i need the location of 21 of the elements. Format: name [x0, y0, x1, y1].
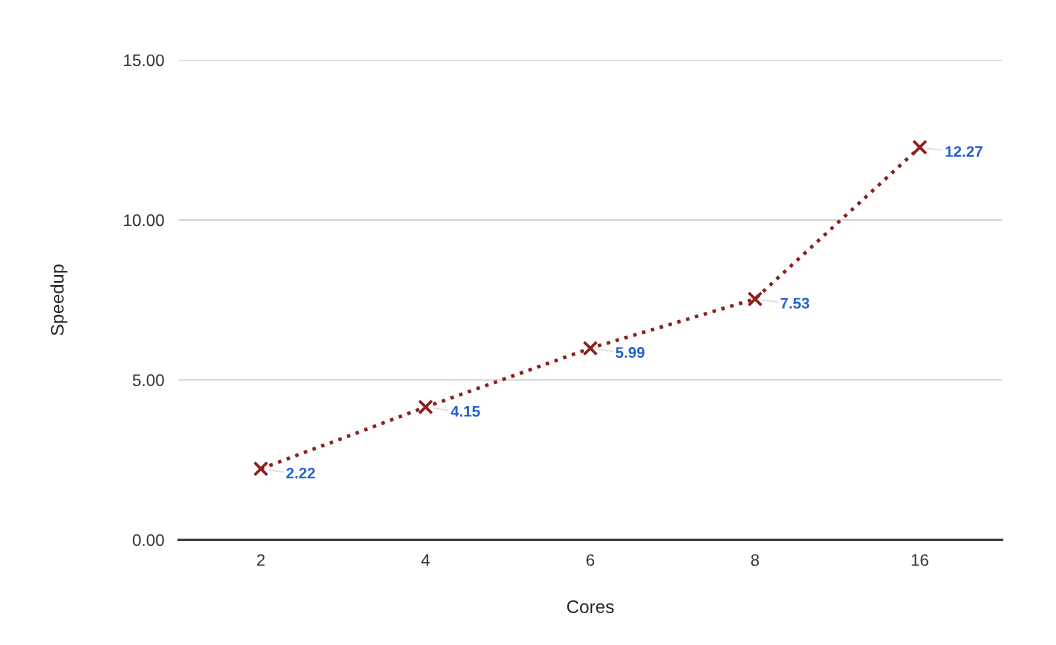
data-label: 7.53 — [780, 297, 810, 309]
y-tick-label: 15.00 — [124, 54, 164, 67]
data-label: 4.15 — [450, 406, 480, 417]
data-label: 12.27 — [945, 146, 983, 157]
data-label: 5.99 — [615, 347, 645, 358]
point — [253, 461, 269, 477]
y-tick-label: 5.00 — [132, 374, 164, 387]
y-axis-title: Speedup — [50, 264, 68, 336]
x-tick-label: 2 — [257, 554, 265, 566]
x-tick-label: 8 — [751, 554, 759, 566]
point — [747, 291, 763, 307]
point — [912, 139, 928, 155]
y-tick-label: 10.00 — [124, 214, 164, 227]
y-tick-label: 0.00 — [132, 534, 164, 547]
point — [417, 399, 434, 415]
x-tick-label: 6 — [586, 554, 595, 566]
x-tick-label: 16 — [911, 554, 929, 566]
x-axis-title: Cores — [567, 600, 614, 614]
data-label: 2.22 — [286, 467, 315, 479]
x-tick-label: 4 — [421, 554, 430, 566]
point — [582, 340, 598, 356]
